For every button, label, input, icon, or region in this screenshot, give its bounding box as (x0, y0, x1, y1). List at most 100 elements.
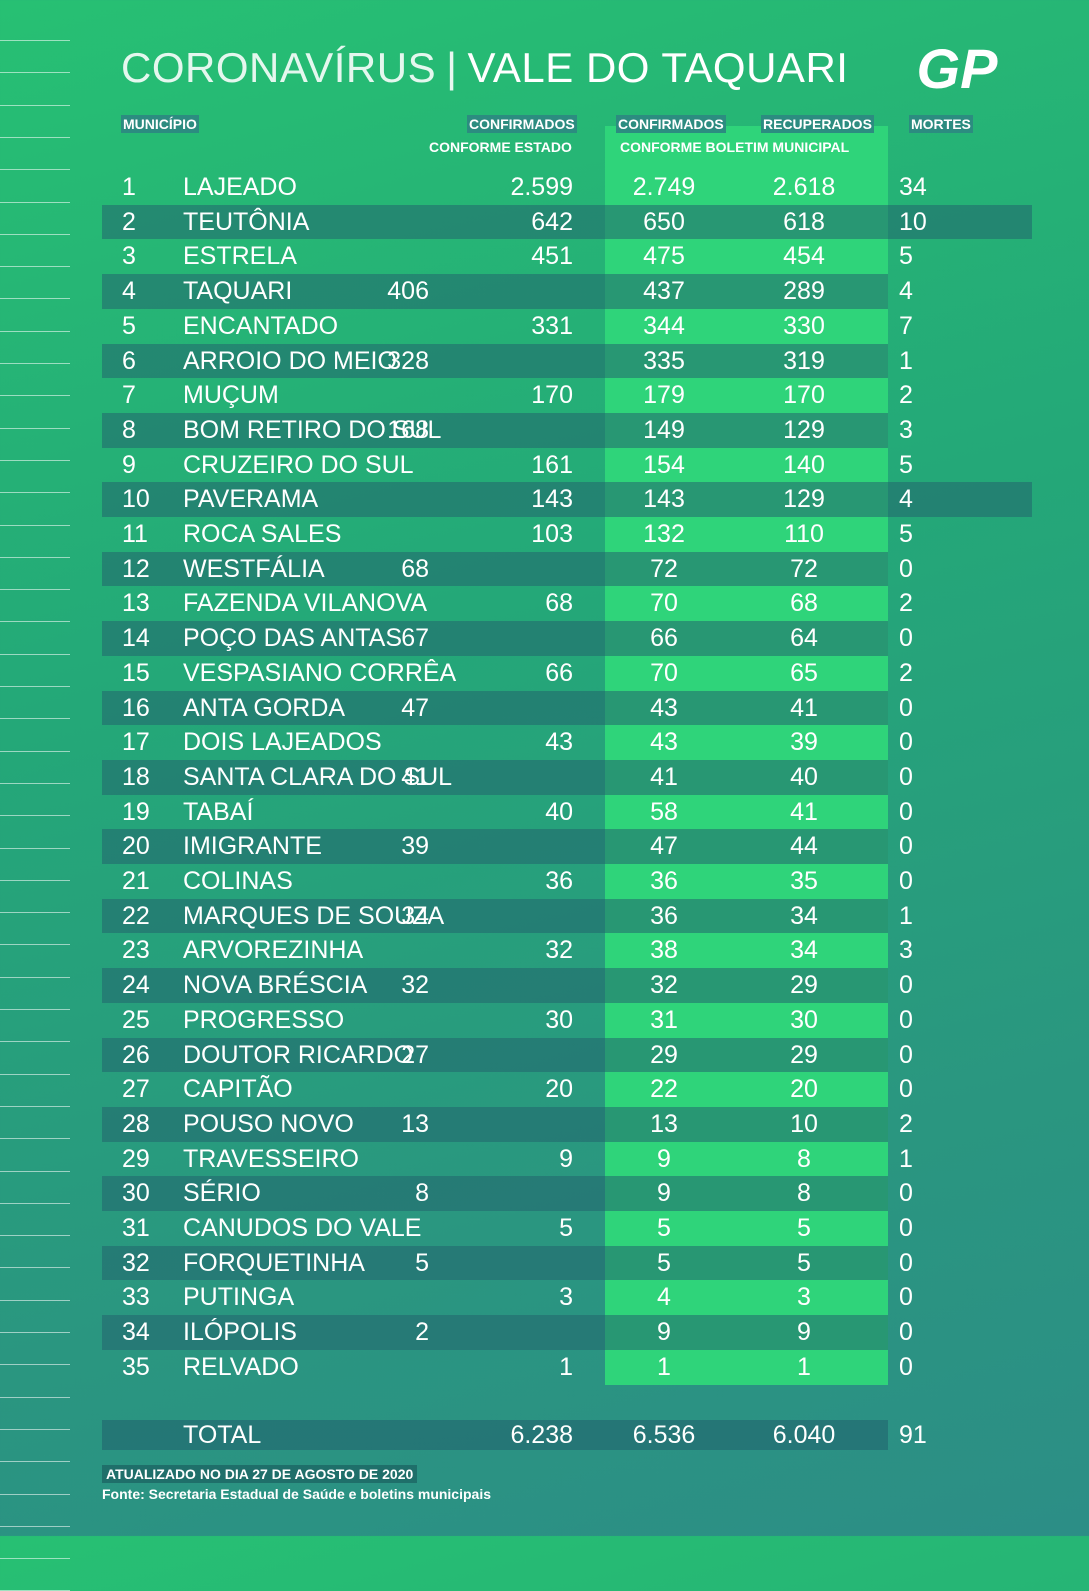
confirmados-estado-value: 20 (545, 1075, 573, 1104)
recuperados-value: 8 (797, 1144, 811, 1173)
row-number: 31 (122, 1214, 150, 1242)
recuperados-value: 5 (797, 1248, 811, 1277)
side-line (0, 1299, 70, 1301)
municipio-name: DOUTOR RICARDO (183, 1040, 414, 1069)
mortes-value: 2 (899, 1109, 913, 1138)
confirmados-estado-value: 1 (559, 1352, 573, 1381)
side-line (0, 589, 70, 591)
side-line (0, 395, 70, 397)
mortes-value: 3 (899, 415, 913, 444)
municipio-name: SANTA CLARA DO SUL (183, 762, 453, 791)
confirmados-estado-value: 34 (401, 901, 429, 930)
confirmados-estado-value: 328 (387, 346, 429, 375)
municipio-name: ARROIO DO MEIO (183, 346, 397, 375)
side-line (0, 1461, 70, 1463)
municipio-name: CAPITÃO (183, 1075, 293, 1104)
mortes-value: 0 (899, 971, 913, 1000)
recuperados-value: 140 (783, 450, 825, 479)
side-line (0, 266, 70, 268)
side-line (0, 718, 70, 720)
mortes-value: 0 (899, 624, 913, 653)
mortes-value: 7 (899, 311, 913, 340)
recuperados-value: 454 (783, 242, 825, 271)
municipio-name: NOVA BRÉSCIA (183, 971, 368, 1000)
side-decoration-lines (0, 0, 70, 1591)
mortes-value: 1 (899, 1144, 913, 1173)
side-line (0, 1267, 70, 1269)
mortes-value: 0 (899, 1075, 913, 1104)
confirmados-estado-value: 406 (387, 277, 429, 306)
confirmados-estado-value: 3 (559, 1283, 573, 1312)
header-municipio: MUNICÍPIO (121, 115, 199, 133)
side-line (0, 944, 70, 946)
side-line (0, 1396, 70, 1398)
confirmados-estado-value: 161 (531, 450, 573, 479)
confirmados-estado-value: 41 (401, 762, 429, 791)
side-line (0, 621, 70, 623)
municipio-name: POÇO DAS ANTAS (183, 624, 403, 653)
confirmados-boletim-value: 475 (643, 242, 685, 271)
mortes-value: 2 (899, 381, 913, 410)
municipio-name: LAJEADO (183, 173, 297, 201)
confirmados-boletim-value: 32 (650, 971, 678, 1000)
row-number: 13 (122, 589, 150, 618)
mortes-value: 1 (899, 901, 913, 930)
side-line (0, 1170, 70, 1172)
confirmados-boletim-value: 9 (657, 1144, 671, 1173)
recuperados-value: 5 (797, 1214, 811, 1242)
mortes-value: 0 (899, 867, 913, 895)
mortes-value: 10 (899, 207, 927, 236)
confirmados-estado-value: 143 (531, 485, 573, 514)
municipio-name: DOIS LAJEADOS (183, 728, 382, 757)
confirmados-boletim-value: 41 (650, 762, 678, 791)
recuperados-value: 129 (783, 485, 825, 514)
mortes-value: 0 (899, 728, 913, 757)
confirmados-boletim-value: 22 (650, 1075, 678, 1104)
mortes-value: 5 (899, 450, 913, 479)
confirmados-estado-value: 32 (401, 971, 429, 1000)
side-line (0, 1332, 70, 1333)
source-note: Fonte: Secretaria Estadual de Saúde e bo… (102, 1486, 491, 1502)
row-number: 8 (122, 415, 136, 444)
table-row: 25 PROGRESSO 30 31 30 0 (102, 1003, 1032, 1038)
mortes-value: 1 (899, 346, 913, 375)
recuperados-value: 30 (790, 1005, 818, 1034)
recuperados-value: 170 (783, 381, 825, 410)
municipio-name: COLINAS (183, 867, 293, 895)
side-line (0, 1493, 70, 1495)
table-row: 21 COLINAS 36 36 35 0 (102, 864, 1032, 899)
confirmados-boletim-value: 58 (650, 797, 678, 826)
side-line (0, 879, 70, 881)
mortes-value: 0 (899, 832, 913, 861)
side-line (0, 330, 70, 332)
side-line (0, 556, 70, 558)
header-mortes: MORTES (909, 115, 973, 133)
municipio-name: ESTRELA (183, 242, 297, 271)
row-number: 6 (122, 346, 136, 375)
confirmados-boletim-value: 43 (650, 728, 678, 757)
mortes-value: 34 (899, 173, 927, 201)
row-number: 23 (122, 936, 150, 965)
municipio-name: ANTA GORDA (183, 693, 346, 722)
row-number: 28 (122, 1109, 150, 1138)
table-row: 30 SÉRIO 8 9 8 0 (102, 1176, 913, 1211)
municipio-name: FAZENDA VILANOVA (183, 589, 428, 618)
confirmados-estado-value: 642 (531, 207, 573, 236)
side-line (0, 169, 70, 171)
confirmados-estado-value: 47 (401, 693, 429, 722)
side-line (0, 1202, 70, 1204)
recuperados-value: 289 (783, 277, 825, 306)
row-number: 5 (122, 311, 136, 340)
table-row: 22 MARQUES DE SOUZA 34 36 34 1 (102, 898, 913, 934)
side-line (0, 1009, 70, 1010)
recuperados-value: 8 (797, 1179, 811, 1208)
table-row: 13 FAZENDA VILANOVA 68 70 68 2 (102, 586, 1032, 621)
confirmados-boletim-value: 132 (643, 520, 685, 548)
confirmados-boletim-value: 2.749 (632, 173, 696, 201)
page-title: CORONAVÍRUS | VALE DO TAQUARI (121, 44, 848, 92)
recuperados-value: 10 (790, 1109, 818, 1138)
confirmados-boletim-value: 1 (657, 1352, 671, 1381)
confirmados-boletim-value: 38 (650, 936, 678, 965)
municipio-name: CRUZEIRO DO SUL (183, 450, 414, 479)
table-row: 28 POUSO NOVO 13 13 10 2 (102, 1106, 913, 1142)
